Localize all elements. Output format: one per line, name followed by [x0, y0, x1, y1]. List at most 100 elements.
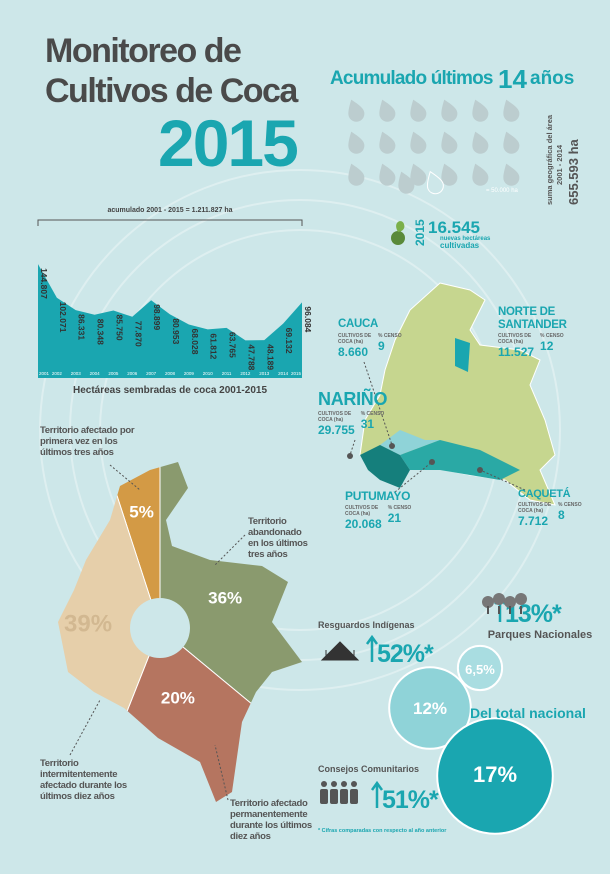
drop	[348, 131, 365, 154]
value-label: 144.807	[39, 268, 49, 299]
new-year: 2015	[413, 219, 427, 246]
share-value: 8	[558, 508, 565, 522]
up-arrow	[365, 634, 379, 662]
crop-label: CULTIVOS DE COCA (ha)	[318, 411, 352, 423]
drop	[410, 99, 427, 122]
region-col: % CENSO 31	[361, 411, 395, 437]
pie-label: 20%	[161, 689, 195, 708]
share-value: 31	[360, 417, 375, 431]
region-name: NORTE DE SANTANDER	[498, 306, 567, 331]
x-tick-label: 2007	[146, 371, 157, 376]
x-tick-label: 2012	[240, 371, 251, 376]
region-col: CULTIVOS DE COCA (ha) 11.527	[498, 333, 534, 359]
drop	[503, 99, 520, 122]
tree-icon	[482, 596, 494, 608]
crop-label: CULTIVOS DE COCA (ha)	[345, 505, 379, 517]
bubble-category: Consejos Comunitarios	[318, 764, 419, 774]
region-stats: CULTIVOS DE COCA (ha) 8.660% CENSO 9	[338, 333, 418, 359]
region-name: CAUCA	[338, 318, 379, 330]
region-stats: CULTIVOS DE COCA (ha) 7.712% CENSO 8	[518, 502, 598, 528]
region-stats: CULTIVOS DE COCA (ha) 20.068% CENSO 21	[345, 505, 425, 531]
x-tick-label: 2001	[39, 371, 50, 376]
x-tick-label: 2003	[71, 371, 82, 376]
region-col: CULTIVOS DE COCA (ha) 7.712	[518, 502, 552, 528]
region-dots	[347, 443, 483, 473]
drop-legend: = 50.000 ha	[486, 188, 519, 194]
pie-annotation: Territorio intermitentemente afectado du…	[40, 758, 127, 802]
tree-trunk	[487, 606, 489, 614]
drop	[379, 99, 396, 122]
bubble	[436, 717, 554, 835]
region-block: PUTUMAYO CULTIVOS DE COCA (ha) 20.068% CEN…	[345, 490, 425, 532]
x-tick-label: 2010	[203, 371, 214, 376]
person-body	[350, 789, 358, 804]
new-caption: nuevas hectáreas	[440, 236, 491, 242]
share-value: 9	[378, 338, 385, 353]
region-col: % CENSO 8	[558, 502, 592, 528]
region-stats: CULTIVOS DE COCA (ha) 29.755 % CENSO 31	[318, 411, 398, 437]
share-value: 21	[387, 511, 402, 525]
year: 2015	[158, 106, 297, 180]
drop	[472, 131, 489, 154]
side-total: 655.593 ha	[566, 138, 581, 205]
bubble-label: 12%	[413, 699, 447, 718]
region-block: CAUCA CULTIVOS DE COCA (ha) 8.660% CENSO 9	[338, 318, 418, 359]
person-head	[341, 781, 347, 787]
drop	[410, 131, 427, 154]
plant-icon	[391, 221, 405, 245]
person-body	[320, 789, 328, 804]
person-head	[331, 781, 337, 787]
tree-trunk	[498, 606, 500, 614]
value-label: 77.870	[133, 321, 143, 347]
x-tick-label: 2011	[222, 371, 232, 376]
region-col: CULTIVOS DE COCA (ha) 8.660	[338, 333, 372, 359]
region-block: NORTE DE SANTANDER CULTIVOS DE COCA (ha) 1…	[498, 306, 568, 359]
accumulated-years: 14	[498, 64, 527, 94]
x-tick-label: 2004	[90, 371, 101, 376]
value-label: 86.331	[77, 314, 87, 340]
x-tick-label: 2005	[108, 371, 119, 376]
x-tick-label: 2013	[259, 371, 270, 376]
crop-value: 29.755	[318, 423, 355, 437]
value-label: 63.765	[228, 332, 238, 358]
drop	[426, 170, 444, 195]
value-label: 96.084	[303, 306, 313, 332]
person-head	[321, 781, 327, 787]
x-tick-label: 2009	[184, 371, 195, 376]
value-label: 48.189	[265, 344, 275, 370]
region-col: % CENSO 9	[378, 333, 412, 359]
side-label-line: suma geográfica del área	[545, 114, 554, 205]
drop	[472, 163, 489, 186]
share-label: % CENSO	[387, 505, 412, 511]
person-body	[340, 789, 348, 804]
x-tick-label: 2002	[52, 371, 63, 376]
crop-label: CULTIVOS DE COCA (ha)	[338, 332, 372, 345]
crop-value: 8.660	[338, 344, 369, 359]
side-label: suma geográfica del área 2001 - 2014 655…	[545, 114, 581, 205]
region-name: CAQUETÁ	[518, 488, 571, 500]
value-label: 85.750	[114, 315, 124, 341]
colombia-map	[359, 282, 556, 506]
new-value: 16.545	[428, 218, 480, 237]
drop	[441, 99, 458, 122]
drops	[348, 99, 520, 195]
value-label: 68.028	[190, 328, 200, 354]
region-col: % CENSO 21	[388, 505, 422, 531]
region-leaders	[349, 361, 526, 493]
drop	[410, 163, 427, 186]
accumulated-title: Acumulado últimos	[330, 68, 493, 89]
tree-icon	[493, 593, 505, 605]
value-label: 98.899	[152, 304, 162, 330]
pie-annotation: Territorio abandonado en los últimos tre…	[248, 516, 308, 560]
new-caption: cultivadas	[440, 241, 480, 250]
side-label-line: 2001 - 2014	[555, 144, 564, 185]
pie-hole	[130, 598, 190, 658]
drop	[348, 163, 365, 186]
bubble-chart: 12% 6,5% 17% Resguardos Indígenas 52%* Parque…	[318, 593, 592, 835]
value-label: 102.071	[58, 302, 68, 333]
value-label: 80.953	[171, 318, 181, 344]
tree-icon	[515, 593, 527, 605]
tree-icon	[504, 596, 516, 608]
person-body	[330, 789, 338, 804]
